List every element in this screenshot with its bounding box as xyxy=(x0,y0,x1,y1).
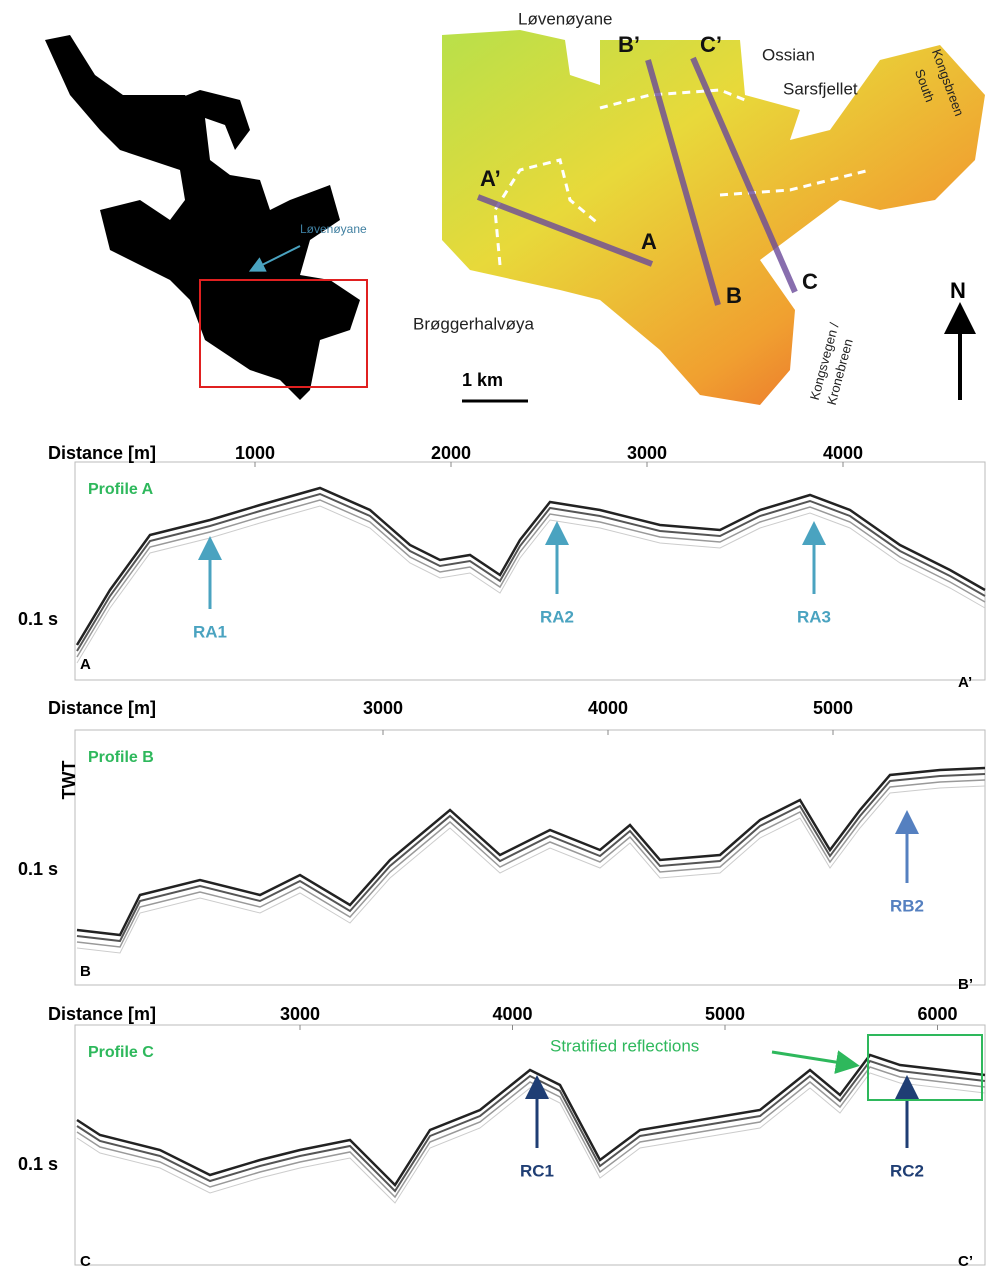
feature-label: RA3 xyxy=(797,607,831,626)
tick-label: 3000 xyxy=(280,1004,320,1024)
profile-end: A’ xyxy=(480,166,501,191)
profile-title: Profile B xyxy=(88,749,154,766)
tick-label: 1000 xyxy=(235,443,275,463)
axis-label: Distance [m] xyxy=(48,443,156,463)
profile-end: A’ xyxy=(958,674,972,691)
axis-label: Distance [m] xyxy=(48,698,156,718)
time-label: 0.1 s xyxy=(18,609,58,629)
annotation: Stratified reflections xyxy=(550,1036,699,1055)
figure: Løvenøyane A A’ B B’ C C’ Løvenøyane Oss… xyxy=(0,0,991,1271)
profile-end: B’ xyxy=(958,976,973,993)
profile-start: B xyxy=(80,963,91,980)
tick-label: 4000 xyxy=(492,1004,532,1024)
profile-end: C xyxy=(802,269,818,294)
tick-label: 3000 xyxy=(363,698,403,718)
time-label: 0.1 s xyxy=(18,859,58,879)
feature-label: RB2 xyxy=(890,896,924,915)
north-label: N xyxy=(950,278,966,303)
place-label: Ossian xyxy=(762,45,815,64)
profile-end: B xyxy=(726,283,742,308)
tick-label: 4000 xyxy=(588,698,628,718)
feature-label: RA2 xyxy=(540,607,574,626)
tick-label: 2000 xyxy=(431,443,471,463)
tick-label: 3000 xyxy=(627,443,667,463)
scale-bar-label: 1 km xyxy=(462,370,503,390)
place-label: Brøggerhalvøya xyxy=(413,314,534,333)
tick-label: 5000 xyxy=(813,698,853,718)
profiles: Distance [m] 1000 2000 3000 4000 Profile A 0.1… xyxy=(18,443,985,1270)
profile-end: A xyxy=(641,229,657,254)
tick-label: 6000 xyxy=(917,1004,957,1024)
place-label: Sarsfjellet xyxy=(783,79,858,98)
profile-end: C’ xyxy=(958,1253,973,1270)
profile-start: C xyxy=(80,1253,91,1270)
profile-end: B’ xyxy=(618,32,640,57)
time-label: 0.1 s xyxy=(18,1154,58,1174)
feature-label: RA1 xyxy=(193,622,227,641)
feature-label: RC2 xyxy=(890,1161,924,1180)
tick-label: 4000 xyxy=(823,443,863,463)
axis-label: Distance [m] xyxy=(48,1004,156,1024)
profile-panel xyxy=(75,1025,985,1265)
profile-title: Profile A xyxy=(88,481,154,498)
twt-label: TWT xyxy=(59,761,79,800)
profile-title: Profile C xyxy=(88,1044,154,1061)
feature-label: RC1 xyxy=(520,1161,554,1180)
map-label: Løvenøyane xyxy=(300,222,367,236)
overview-land xyxy=(45,35,360,400)
profile-end: C’ xyxy=(700,32,722,57)
place-label: Løvenøyane xyxy=(518,9,613,28)
tick-label: 5000 xyxy=(705,1004,745,1024)
profile-start: A xyxy=(80,656,91,673)
